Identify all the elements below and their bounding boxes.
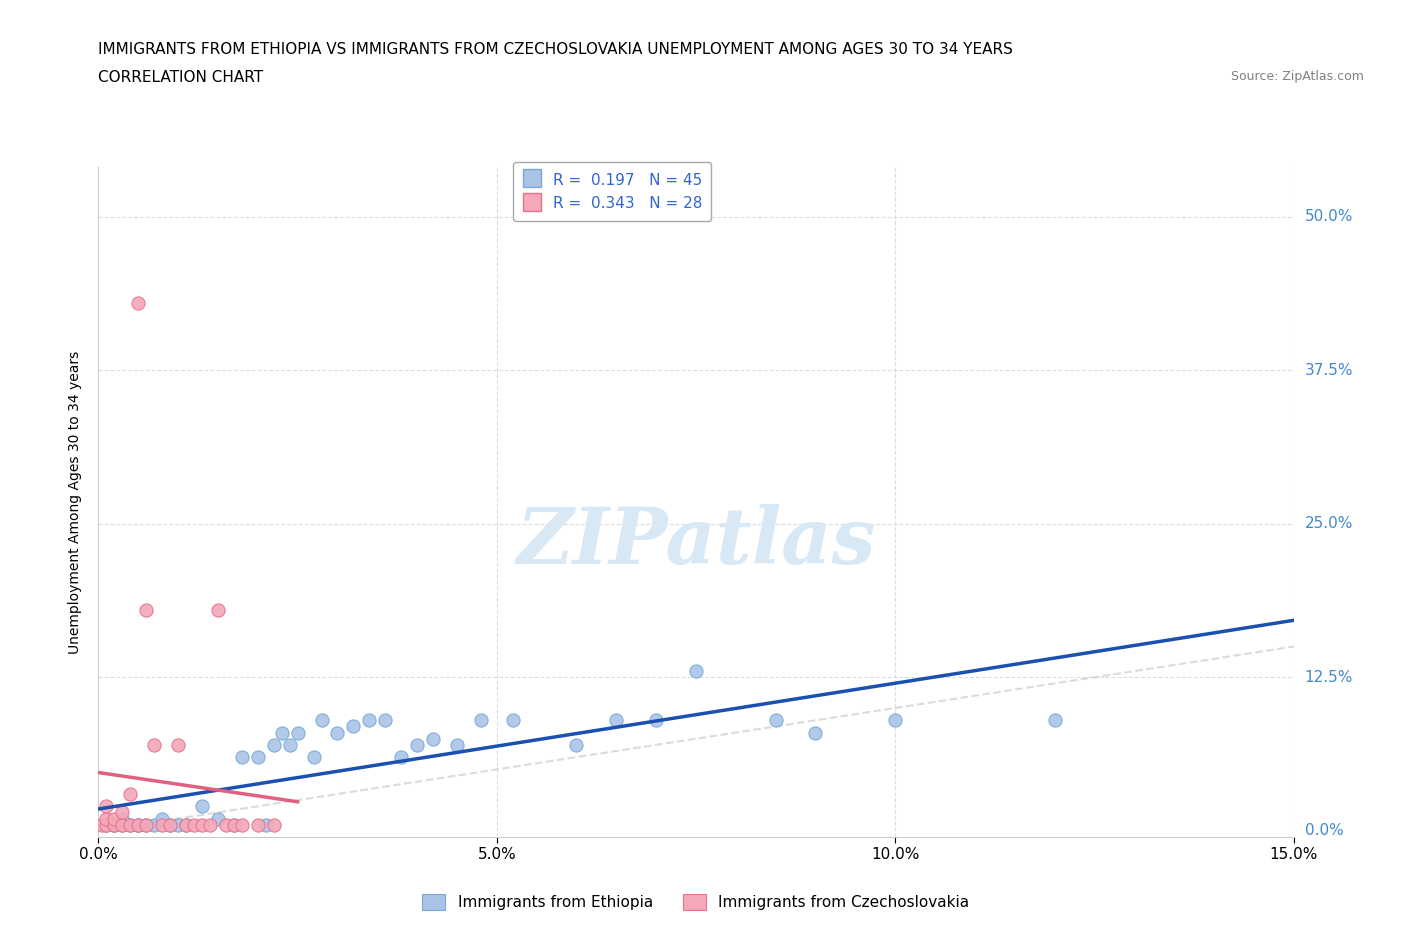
Point (159, 817, 181, 832)
Text: 50.0%: 50.0% (1305, 209, 1353, 224)
Point (120, 817, 142, 832)
Point (127, 817, 149, 832)
Point (135, 817, 157, 832)
Point (215, 817, 238, 832)
Point (111, 805, 134, 820)
Point (685, 664, 707, 679)
Point (111, 817, 134, 832)
Point (198, 817, 221, 832)
Point (565, 737, 588, 752)
Point (207, 811, 229, 826)
Text: Source: ZipAtlas.com: Source: ZipAtlas.com (1230, 70, 1364, 83)
Point (159, 817, 181, 832)
Point (96, 811, 118, 826)
Point (174, 817, 197, 832)
Point (135, 603, 157, 618)
Point (135, 817, 157, 832)
Point (605, 712, 627, 727)
Point (359, 712, 381, 727)
Point (502, 712, 524, 727)
Point (222, 817, 245, 832)
Point (254, 817, 277, 832)
Point (143, 817, 166, 832)
Point (263, 737, 285, 752)
Point (278, 737, 301, 752)
Point (127, 817, 149, 832)
Point (287, 725, 309, 740)
Point (470, 712, 492, 727)
Point (222, 817, 245, 832)
Point (342, 719, 364, 734)
Point (231, 817, 253, 832)
Point (103, 811, 125, 826)
Point (167, 737, 190, 752)
Point (103, 817, 125, 832)
Point (884, 712, 907, 727)
Point (96, 817, 118, 832)
Point (167, 817, 190, 832)
Point (246, 817, 269, 832)
Point (311, 712, 333, 727)
Legend: Immigrants from Ethiopia, Immigrants from Czechoslovakia: Immigrants from Ethiopia, Immigrants fro… (416, 888, 976, 916)
Text: 12.5%: 12.5% (1305, 670, 1353, 684)
Point (96, 799, 118, 814)
Point (374, 712, 396, 727)
Point (326, 725, 349, 740)
Text: 0.0%: 0.0% (1305, 823, 1343, 838)
Point (127, 295, 149, 310)
Point (150, 817, 173, 832)
Point (191, 799, 214, 814)
Text: ZIPatlas: ZIPatlas (516, 504, 876, 580)
Point (302, 750, 325, 764)
Point (765, 712, 787, 727)
Text: 25.0%: 25.0% (1305, 516, 1353, 531)
Point (406, 737, 429, 752)
Point (207, 603, 229, 618)
Point (111, 817, 134, 832)
Point (96, 817, 118, 832)
Point (1043, 712, 1066, 727)
Point (143, 737, 166, 752)
Point (422, 731, 444, 746)
Point (270, 725, 292, 740)
Point (150, 811, 173, 826)
Point (91, 817, 114, 832)
Point (183, 817, 205, 832)
Point (645, 712, 668, 727)
Point (246, 750, 269, 764)
Point (120, 787, 142, 802)
Point (111, 811, 134, 826)
Text: CORRELATION CHART: CORRELATION CHART (98, 70, 263, 85)
Point (191, 817, 214, 832)
Point (263, 817, 285, 832)
Text: IMMIGRANTS FROM ETHIOPIA VS IMMIGRANTS FROM CZECHOSLOVAKIA UNEMPLOYMENT AMONG AG: IMMIGRANTS FROM ETHIOPIA VS IMMIGRANTS F… (98, 42, 1014, 57)
Point (120, 817, 142, 832)
Point (389, 750, 412, 764)
Point (804, 725, 827, 740)
Y-axis label: Unemployment Among Ages 30 to 34 years: Unemployment Among Ages 30 to 34 years (69, 351, 83, 654)
Text: 37.5%: 37.5% (1305, 363, 1353, 378)
Point (231, 750, 253, 764)
Point (446, 737, 468, 752)
Point (127, 817, 149, 832)
Point (96, 817, 118, 832)
Point (174, 817, 197, 832)
Point (103, 817, 125, 832)
Point (103, 817, 125, 832)
